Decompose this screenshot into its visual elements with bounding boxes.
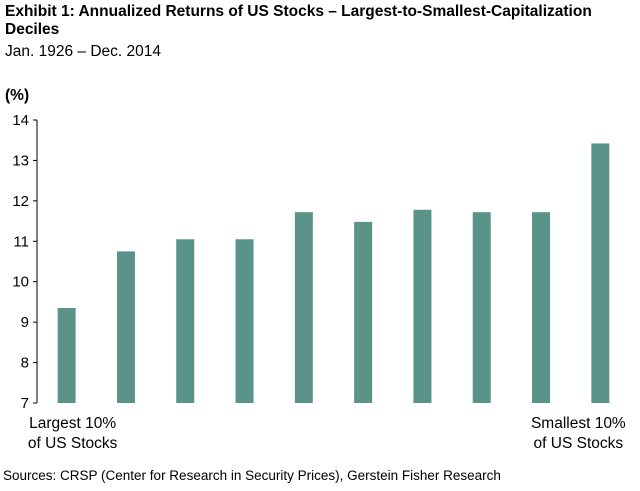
bar-decile-8 (472, 212, 491, 403)
bars (57, 143, 610, 403)
bar-decile-9 (532, 212, 551, 403)
bar-decile-2 (116, 251, 135, 403)
bar-decile-3 (176, 239, 195, 403)
y-tick-label: 9 (21, 314, 29, 331)
chart-subtitle: Jan. 1926 – Dec. 2014 (5, 43, 161, 60)
y-axis: 7 8 9 10 11 12 13 14 (12, 112, 38, 412)
x-label-smallest: Smallest 10% (531, 415, 626, 432)
chart-title: Exhibit 1: Annualized Returns of US Stoc… (5, 3, 592, 38)
bar-decile-10 (591, 143, 610, 403)
y-tick-label: 7 (21, 395, 29, 412)
y-tick-label: 11 (13, 233, 29, 250)
y-tick-label: 13 (12, 152, 29, 169)
bar-decile-1 (57, 307, 76, 403)
y-tick-label: 8 (21, 355, 29, 372)
x-label-largest: Largest 10% (29, 415, 116, 432)
bar-decile-4 (235, 239, 254, 403)
bar-decile-5 (294, 212, 313, 403)
source-note: Sources: CRSP (Center for Research in Se… (3, 468, 501, 483)
y-tick-label: 12 (12, 193, 29, 210)
y-axis-unit-label: (%) (5, 87, 30, 104)
bar-decile-7 (413, 209, 432, 403)
x-label-smallest: of US Stocks (534, 435, 624, 452)
category-labels: Largest 10% of US Stocks Smallest 10% of US… (28, 415, 626, 452)
y-tick-label: 10 (12, 274, 29, 291)
bar-decile-6 (354, 221, 373, 403)
y-tick-label: 14 (12, 112, 29, 129)
x-label-largest: of US Stocks (28, 435, 118, 452)
